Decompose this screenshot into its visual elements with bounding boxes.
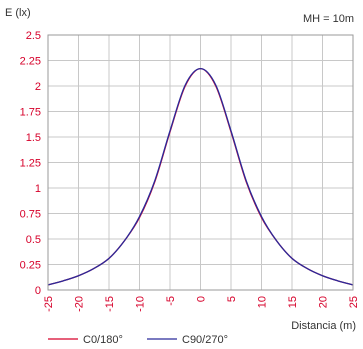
legend: C0/180° C90/270° <box>48 334 228 346</box>
y-tick-label: 2 <box>35 81 41 93</box>
x-tick-label: -10 <box>135 296 147 312</box>
y-tick-label: 0.25 <box>20 260 41 272</box>
x-tick-label: 0 <box>196 296 208 302</box>
y-axis-label: E (lx) <box>5 7 31 19</box>
x-tick-label: 5 <box>226 296 238 302</box>
y-tick-label: 1 <box>35 183 41 195</box>
series-lines <box>47 68 354 286</box>
x-axis-label: Distancia (m) <box>291 320 356 332</box>
y-tick-label: 2.25 <box>20 56 41 68</box>
x-tick-label: -25 <box>43 296 55 312</box>
y-tick-label: 0.75 <box>20 209 41 221</box>
x-tick-label: 25 <box>348 296 360 308</box>
x-tick-label: -5 <box>165 296 177 306</box>
legend-label: C90/270° <box>182 334 228 346</box>
plot-frame <box>47 34 354 291</box>
y-tick-label: 0.5 <box>26 234 41 246</box>
mounting-height-annotation: MH = 10m <box>303 13 354 25</box>
series-line-1 <box>47 68 354 286</box>
y-tick-label: 1.25 <box>20 158 41 170</box>
y-tick-label: 1.75 <box>20 107 41 119</box>
y-tick-label: 1.5 <box>26 132 41 144</box>
x-tick-label: -15 <box>104 296 116 312</box>
y-tick-label: 2.5 <box>26 30 41 42</box>
x-tick-label: -20 <box>74 296 86 312</box>
axis-ticks: -25 -20 -15 -10 -5 0 5 10 15 20 25 0 0.25 0.5 0.75 1 1.2… <box>20 30 360 312</box>
y-tick-label: 0 <box>35 285 41 297</box>
x-tick-label: 15 <box>287 296 299 308</box>
grid <box>48 35 353 290</box>
legend-label: C0/180° <box>83 334 123 346</box>
x-tick-label: 10 <box>257 296 269 308</box>
x-tick-label: 20 <box>318 296 330 308</box>
